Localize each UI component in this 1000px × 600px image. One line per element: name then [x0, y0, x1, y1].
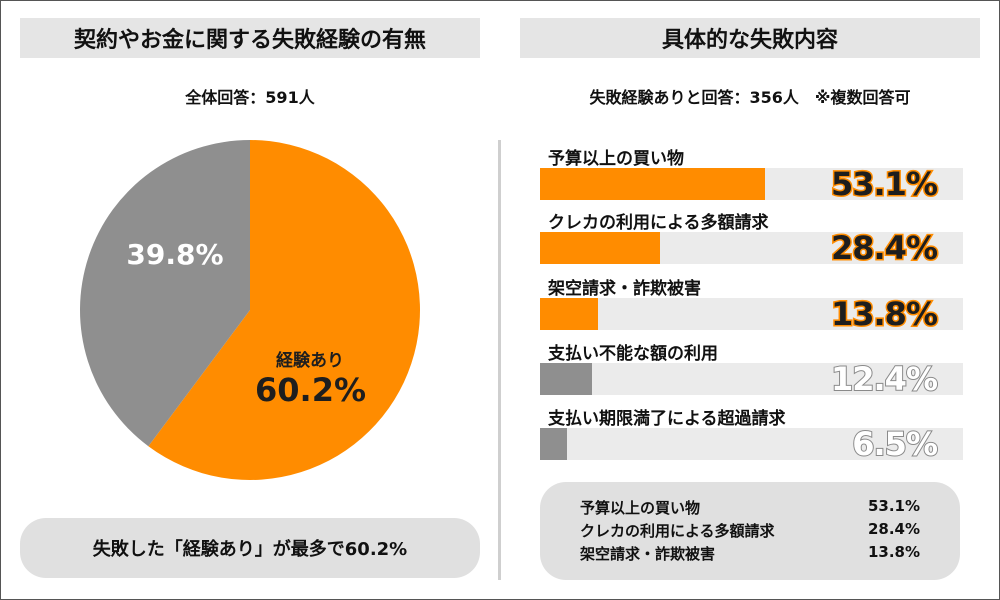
pie-label-yes-name: 経験あり — [276, 351, 344, 371]
bar-label: 支払い不能な額の利用 — [548, 344, 718, 364]
pie-slice-yes — [148, 140, 421, 480]
pie-label-yes-pct: 60.2% — [255, 371, 367, 409]
left-summary-pill: 失敗した「経験あり」が最多で60.2% — [20, 518, 480, 578]
summary-row-label: クレカの利用による多額請求 — [580, 522, 775, 540]
bar-value-label: 6.5% — [851, 425, 939, 463]
right-respondents: 失敗経験ありと回答：356人 ※複数回答可 — [589, 88, 911, 107]
bar-track: 6.5% — [540, 425, 963, 463]
bar-track: 13.8% — [540, 295, 963, 334]
bar-track: 53.1% — [540, 165, 963, 204]
pie-slice-no — [80, 140, 250, 447]
bar-track: 28.4% — [540, 229, 963, 268]
bar-value-label: 53.1% — [829, 165, 939, 204]
pie-label-no-pct: 39.8% — [126, 238, 224, 271]
summary-row: 予算以上の買い物 53.1% — [580, 497, 920, 518]
right-summary-pill — [540, 482, 960, 580]
bar — [540, 428, 568, 460]
summary-row: 架空請求・詐欺被害 13.8% — [580, 543, 920, 564]
bar-value-label: 12.4% — [830, 360, 939, 398]
summary-row-value: 28.4% — [867, 520, 920, 538]
bar-label: 予算以上の買い物 — [548, 149, 684, 169]
bar-track: 12.4% — [540, 360, 963, 398]
bar-label: 支払い期限満了による超過請求 — [548, 409, 786, 429]
summary-row-value: 13.8% — [867, 543, 920, 561]
bar-label: 架空請求・詐欺被害 — [548, 279, 701, 299]
summary-row-label: 予算以上の買い物 — [580, 499, 701, 517]
bar — [540, 232, 661, 264]
summary-row-value: 53.1% — [867, 497, 920, 515]
bar-value-label: 28.4% — [829, 229, 939, 268]
right-panel-title: 具体的な失敗内容 — [520, 18, 980, 58]
bar — [540, 298, 599, 330]
left-panel-title: 契約やお金に関する失敗経験の有無 — [20, 18, 480, 58]
summary-row: クレカの利用による多額請求 28.4% — [580, 520, 920, 541]
summary-row-label: 架空請求・詐欺被害 — [580, 545, 716, 563]
left-summary-text: 失敗した「経験あり」が最多で60.2% — [92, 539, 408, 560]
pie-label-yes: 経験あり 60.2% — [255, 346, 367, 409]
pie-chart — [80, 140, 421, 480]
bar — [540, 363, 593, 395]
pie-label-no: 39.8% — [125, 238, 225, 271]
bar — [540, 168, 765, 200]
bar-label: クレカの利用による多額請求 — [548, 213, 769, 233]
panel-divider — [498, 140, 501, 580]
bar-value-label: 13.8% — [829, 295, 939, 334]
left-respondents: 全体回答：591人 — [185, 88, 315, 107]
